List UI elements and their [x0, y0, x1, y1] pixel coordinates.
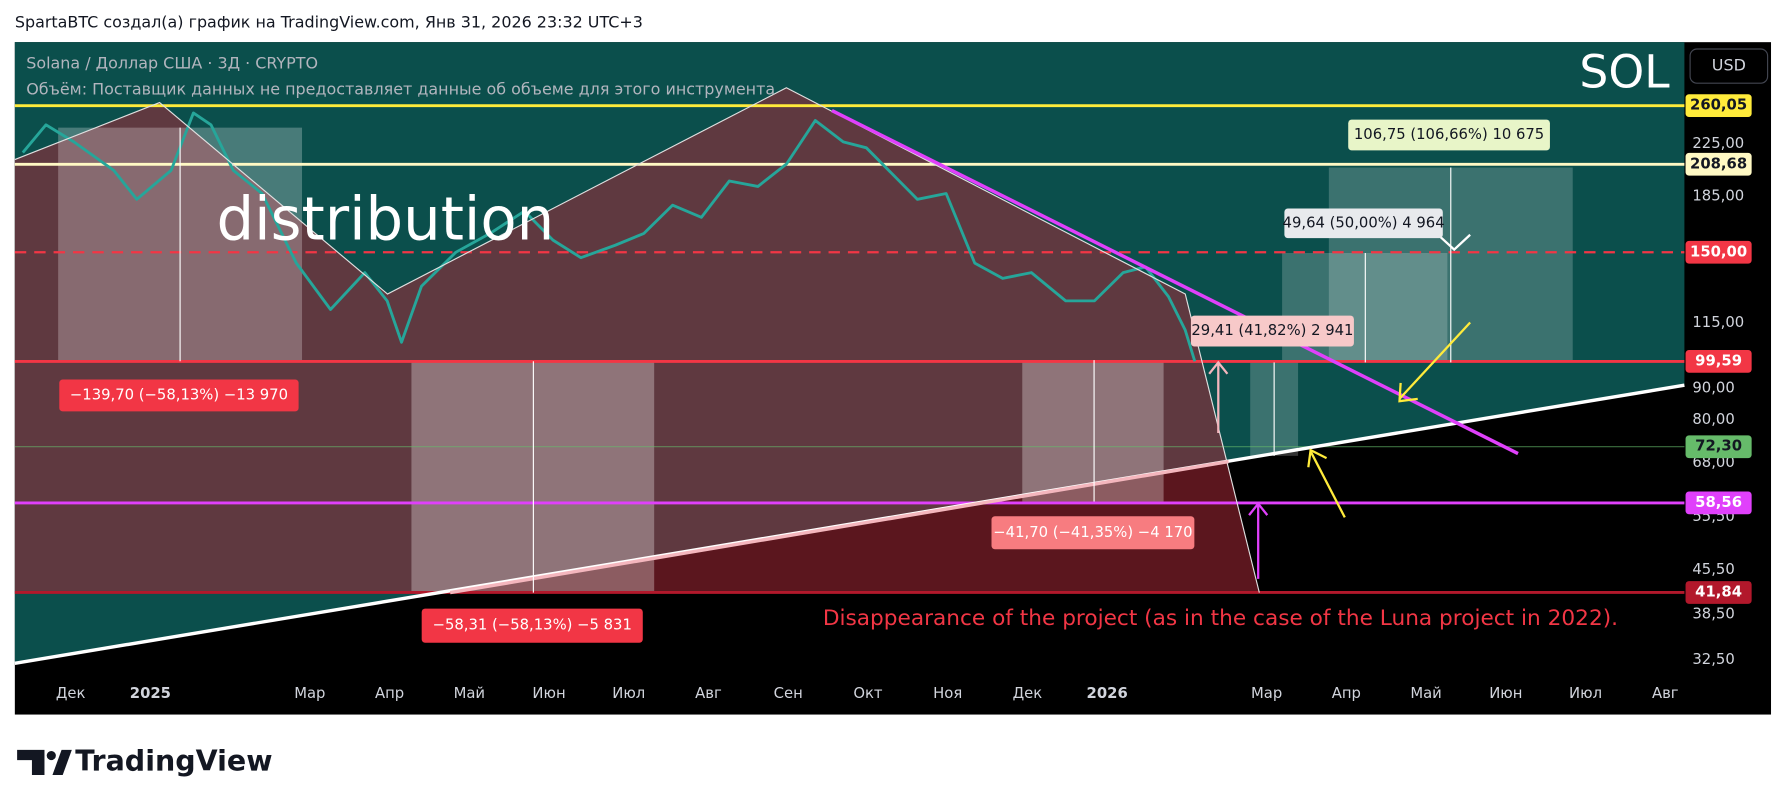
- chart-data: [14, 104, 1685, 594]
- symbol: SOL: [1579, 46, 1670, 99]
- logo-mark: [46, 751, 56, 761]
- header-title: SpartaBTC создал(а) график на TradingVie…: [15, 12, 643, 31]
- resistance-trendline: [831, 109, 1519, 456]
- level-label: 99,59: [1695, 352, 1742, 369]
- measure-box: [1022, 360, 1164, 502]
- x-tick-label: Апр: [375, 685, 404, 702]
- distribution-zone: [14, 87, 1260, 593]
- measure-label: 106,75 (106,66%) 10 675: [1354, 126, 1544, 143]
- y-tick-label: 32,50: [1692, 651, 1734, 668]
- currency-button[interactable]: [1689, 48, 1769, 84]
- level-label-bg: [1685, 240, 1752, 264]
- x-tick-label: Май: [454, 685, 485, 702]
- x-tick-label: Июн: [532, 685, 565, 702]
- x-tick-label: Окт: [853, 685, 883, 702]
- level-label: 208,68: [1690, 155, 1747, 172]
- y-tick-label: 225,00: [1692, 135, 1744, 152]
- x-tick-label: Сен: [774, 685, 803, 702]
- x-tick-label: Апр: [1332, 685, 1361, 702]
- level-label-bg: [1685, 491, 1752, 515]
- y-tick-label: 38,50: [1692, 606, 1734, 623]
- measure-label: −139,70 (−58,13%) −13 970: [70, 386, 288, 403]
- x-tick-label: Ноя: [933, 685, 962, 702]
- x-tick-label: Авг: [695, 685, 722, 702]
- annotation: Disappearance of the project (as in the …: [823, 606, 1618, 631]
- drawings: [14, 87, 1685, 665]
- level-label: 72,30: [1695, 438, 1742, 455]
- level-label-bg: [1685, 350, 1752, 373]
- measure-box: [411, 361, 655, 593]
- arrow-head: [1307, 448, 1328, 468]
- price-line: [21, 111, 1197, 362]
- level-label-bg: [1685, 435, 1752, 459]
- chart-title: Solana / Доллар США · 3Д · CRYPTO: [26, 53, 318, 72]
- logo-mark: [52, 749, 72, 775]
- measure-label-bg: [991, 516, 1195, 550]
- measure-label-bg: [1284, 208, 1443, 239]
- x-tick-label: Дек: [1013, 685, 1043, 702]
- measure-label-bg: [1190, 315, 1354, 347]
- level-label: 150,00: [1690, 243, 1747, 260]
- level-label: 260,05: [1690, 97, 1747, 114]
- x-tick-label: Мар: [294, 685, 325, 702]
- y-tick-label: 185,00: [1692, 187, 1744, 204]
- level-label-bg: [1685, 581, 1752, 604]
- x-tick-label: 2025: [130, 685, 171, 702]
- level-label-bg: [1685, 94, 1752, 118]
- arrow-head: [1439, 233, 1471, 252]
- arrow-head: [1248, 501, 1269, 516]
- level-label-bg: [1685, 152, 1752, 176]
- y-tick-label: 90,00: [1692, 379, 1734, 396]
- x-tick-label: 2026: [1087, 685, 1128, 702]
- x-tick-label: Мар: [1251, 685, 1282, 702]
- y-tick-label: 80,00: [1692, 411, 1734, 428]
- yellow-arrow: [1309, 450, 1346, 518]
- x-tick-label: Май: [1410, 685, 1441, 702]
- support-trendline-overlay: [449, 459, 1229, 595]
- y-tick-label: 115,00: [1692, 314, 1744, 331]
- annotation: distribution: [217, 184, 555, 253]
- logo: TradingView: [17, 744, 273, 777]
- y-tick-label: 68,00: [1692, 454, 1734, 471]
- measure-label: −58,31 (−58,13%) −5 831: [433, 617, 632, 634]
- chart-background: [14, 42, 1772, 715]
- x-tick-label: Авг: [1652, 685, 1679, 702]
- logo-mark: [17, 749, 45, 775]
- measure-label-bg: [59, 379, 299, 412]
- measure-label: 29,41 (41,82%) 2 941: [1191, 322, 1353, 339]
- measure-label-bg: [421, 608, 643, 643]
- labels: Дек 2025 Мар Апр Май Июн Июл Авг Сен Окт Ноя Дек 202…: [56, 94, 1752, 702]
- brand: TradingView: [75, 744, 272, 777]
- arrow-head: [1208, 360, 1229, 375]
- measure-label-bg: [1348, 119, 1550, 151]
- level-label: 41,84: [1695, 583, 1742, 600]
- x-tick-label: Июл: [612, 685, 645, 702]
- x-tick-label: Июл: [1569, 685, 1602, 702]
- measure-label: −41,70 (−41,35%) −4 170: [993, 524, 1192, 541]
- x-tick-label: Июн: [1489, 685, 1522, 702]
- measure-label: 49,64 (50,00%) 4 964: [1283, 214, 1445, 231]
- currency[interactable]: USD: [1712, 56, 1746, 75]
- level-label: 58,56: [1695, 494, 1742, 511]
- arrow-head: [1398, 382, 1418, 403]
- yellow-arrow: [1398, 321, 1471, 400]
- x-tick-label: Дек: [56, 685, 86, 702]
- chart-subtitle: Объём: Поставщик данных не предоставляет…: [26, 80, 775, 99]
- y-tick-label: 45,50: [1692, 561, 1734, 578]
